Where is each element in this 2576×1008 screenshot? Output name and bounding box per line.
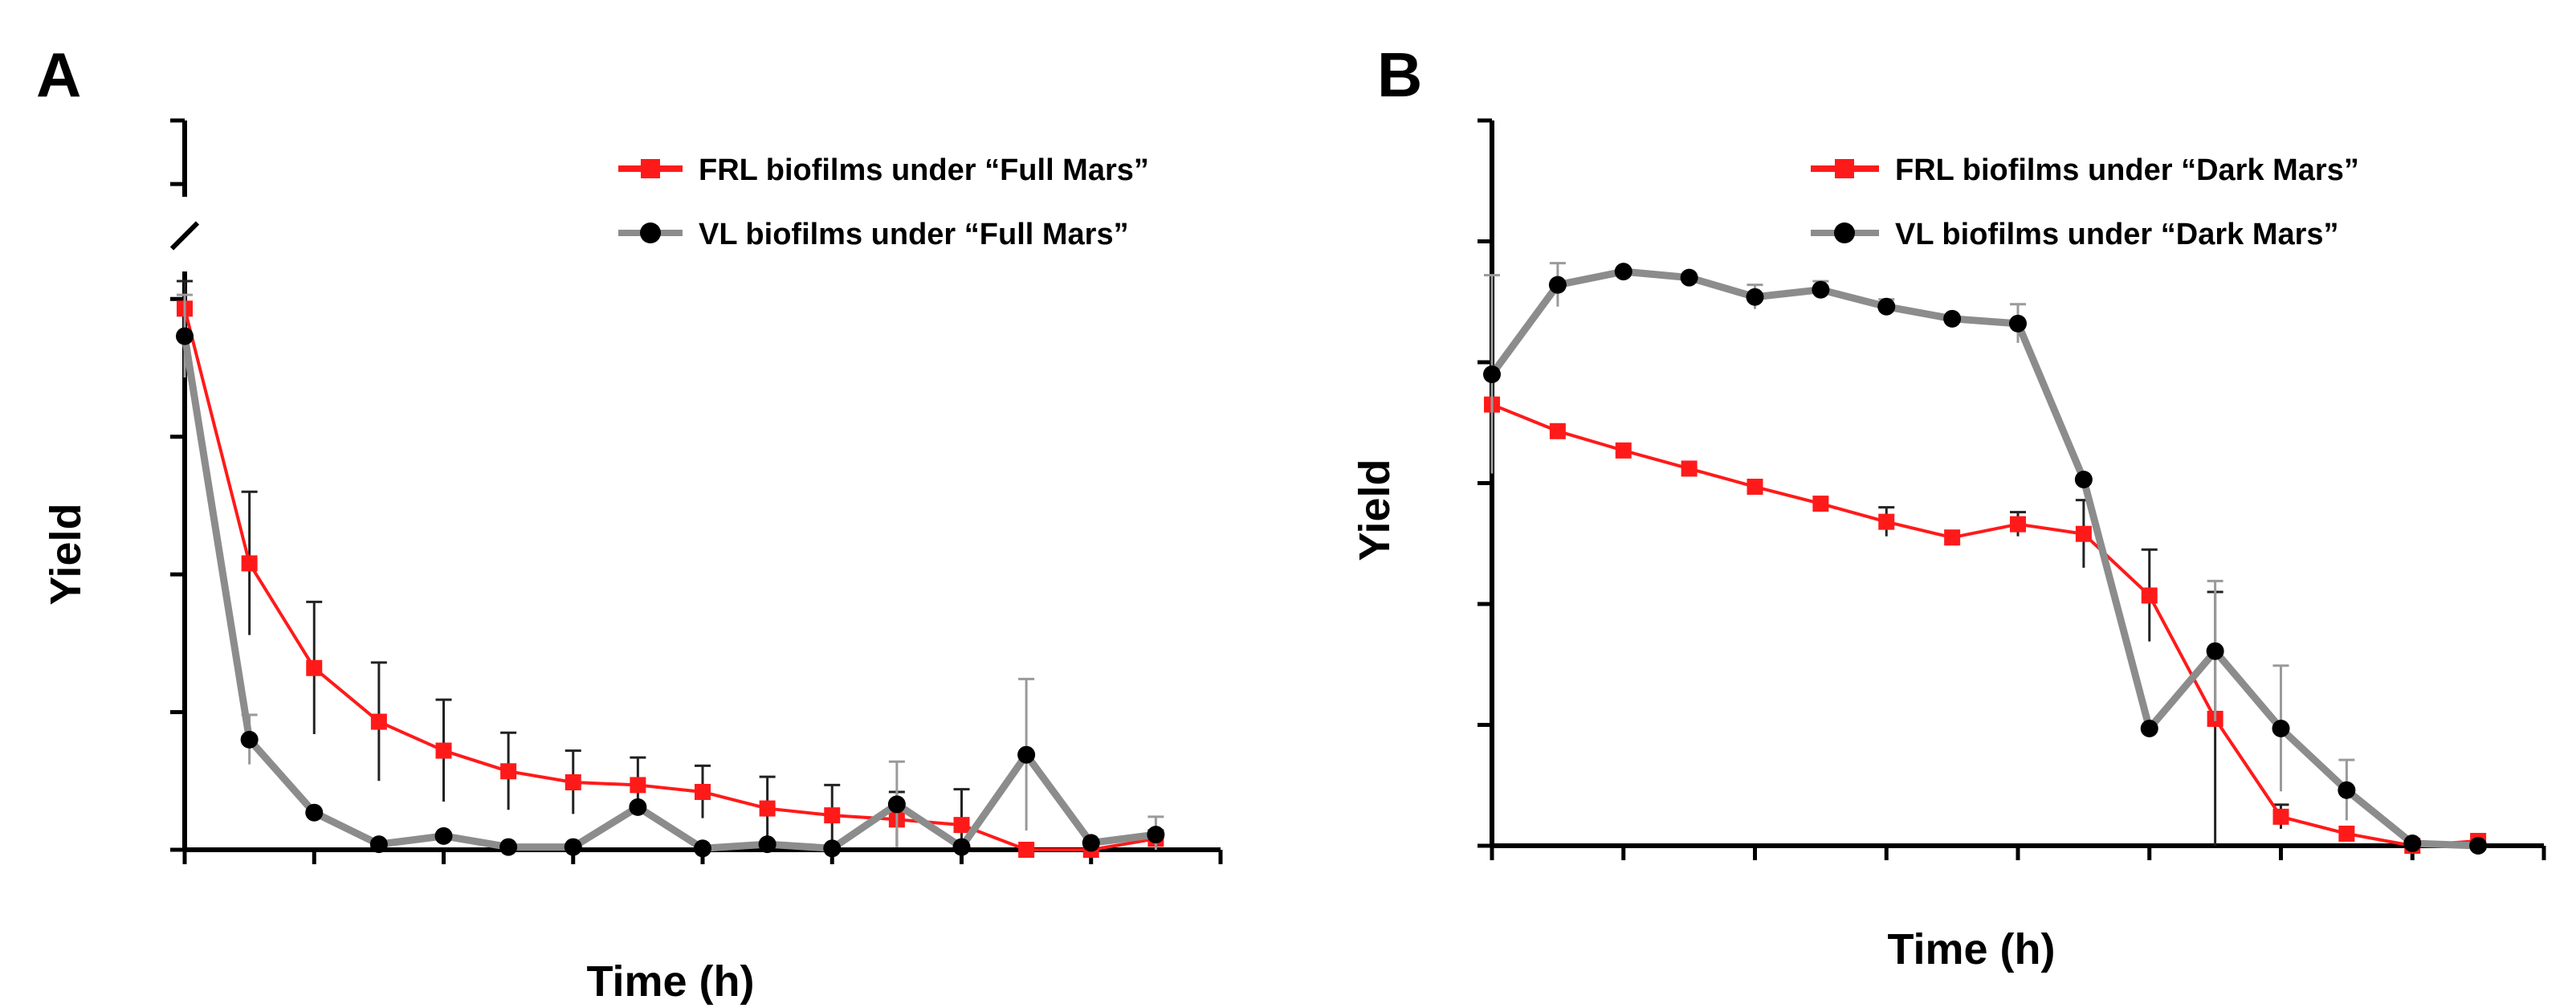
panel-a-vl-point [1082, 834, 1100, 852]
panel-a-frl-point [565, 774, 581, 790]
panel-a-vl-point [1147, 826, 1165, 844]
panel-b-vl-point [2009, 314, 2027, 333]
panel-b-vl-point [1812, 280, 1830, 299]
panel-b-frl-line [1491, 402, 2479, 847]
panel-a-vl-point [434, 826, 453, 845]
panel-a-vl-line [181, 335, 1156, 852]
panel-a-vl-point [758, 835, 776, 854]
panel-b-legend: FRL biofilms under “Dark Mars” VL biofil… [1811, 153, 2359, 251]
panel-a-frl-line [183, 308, 1156, 851]
legend-b-frl-marker [1835, 159, 1854, 178]
panel-a-frl-point [630, 777, 646, 794]
panel-b-vl-point [1680, 268, 1698, 287]
panel-b-frl-point [1944, 529, 1961, 546]
panel-b-series-frl [1484, 396, 2487, 854]
panel-b-vl-point [2469, 837, 2488, 855]
panel-a-plot-area [169, 118, 1223, 864]
panel-b-y-axis-title: Yield [1351, 459, 1399, 561]
panel-b-series-vl [1483, 262, 2488, 855]
panel-a-frl-point [1018, 842, 1035, 858]
panel-b-vl-point [2403, 834, 2422, 852]
panel-a-vl-point [629, 798, 647, 816]
panel-b-vl-point [2074, 470, 2093, 488]
panel-a-vl-point [823, 839, 842, 858]
panel-b-frl-point [1878, 513, 1895, 530]
panel-a-frl-point [695, 784, 711, 800]
panel-a-series-vl [176, 293, 1165, 858]
panel-a-legend: FRL biofilms under “Full Mars” VL biofil… [618, 153, 1149, 251]
panel-b-label: B [1377, 39, 1422, 110]
panel-b-vl-point [1483, 365, 1501, 384]
panel-a-label: A [36, 39, 81, 110]
panel-b-plot-area [1478, 118, 2546, 860]
panel-a-y-axis-title: Yield [42, 503, 90, 605]
panel-b-frl-point [1549, 422, 1566, 439]
panel-b-frl-point [1812, 496, 1829, 512]
panel-b-vl-line [1489, 267, 2479, 850]
panel-b-frl-point [1747, 479, 1763, 496]
panel-b-frl-point [2010, 516, 2026, 533]
panel-a: A Yield Time (h) FRL biofilms under “Ful… [36, 39, 1223, 1006]
panel-b-vl-point [1746, 288, 1764, 306]
panel-a-frl-point [759, 800, 776, 817]
panel-b-vl-point [2140, 720, 2158, 738]
panel-b-frl-point [1615, 442, 1632, 459]
panel-a-frl-point [306, 659, 323, 676]
panel-a-frl-point [500, 763, 517, 780]
panel-b-frl-point [2272, 808, 2289, 825]
panel-a-vl-point [952, 838, 971, 856]
panel-b-vl-point [1943, 309, 1962, 328]
legend-a-frl-marker [641, 159, 660, 178]
panel-b: B Yield Time (h) FRL biofilms under “Dar… [1351, 39, 2546, 973]
panel-a-vl-point [887, 795, 906, 814]
legend-b-vl-label: VL biofilms under “Dark Mars” [1895, 218, 2339, 251]
panel-a-x-axis-title: Time (h) [586, 957, 754, 1006]
panel-a-vl-point [694, 839, 711, 858]
panel-a-vl-point [499, 838, 518, 856]
legend-a-frl-label: FRL biofilms under “Full Mars” [699, 153, 1149, 187]
panel-a-axis-break-mark [169, 221, 200, 251]
panel-b-x-axis-title: Time (h) [1887, 925, 2055, 973]
panel-a-vl-point [564, 838, 582, 856]
panel-b-frl-point [2338, 825, 2355, 842]
panel-a-vl-point [305, 803, 324, 822]
panel-a-frl-point [241, 555, 258, 572]
legend-b-frl-label: FRL biofilms under “Dark Mars” [1895, 153, 2359, 187]
panel-a-frl-point [953, 817, 970, 834]
panel-b-frl-point [1681, 460, 1698, 477]
panel-b-frl-point [2141, 587, 2158, 604]
panel-b-vl-point [2206, 642, 2224, 660]
panel-a-frl-point [370, 713, 387, 730]
panel-b-vl-point [2272, 720, 2290, 738]
panel-b-axes [1478, 118, 2546, 860]
panel-a-vl-point [1017, 745, 1036, 764]
panel-a-vl-point [176, 327, 194, 345]
legend-a-vl-marker [640, 222, 661, 243]
panel-b-vl-point [1548, 275, 1567, 294]
panel-b-frl-point [2075, 525, 2092, 542]
legend-b-vl-marker [1834, 222, 1855, 243]
panel-b-vl-point [1614, 263, 1632, 281]
panel-a-frl-point [824, 807, 841, 824]
panel-a-vl-point [369, 835, 388, 854]
panel-a-frl-point [435, 742, 452, 759]
panel-a-vl-point [240, 730, 259, 749]
panel-b-vl-point [1877, 297, 1896, 316]
legend-a-vl-label: VL biofilms under “Full Mars” [699, 218, 1129, 251]
panel-b-vl-point [2338, 781, 2356, 799]
